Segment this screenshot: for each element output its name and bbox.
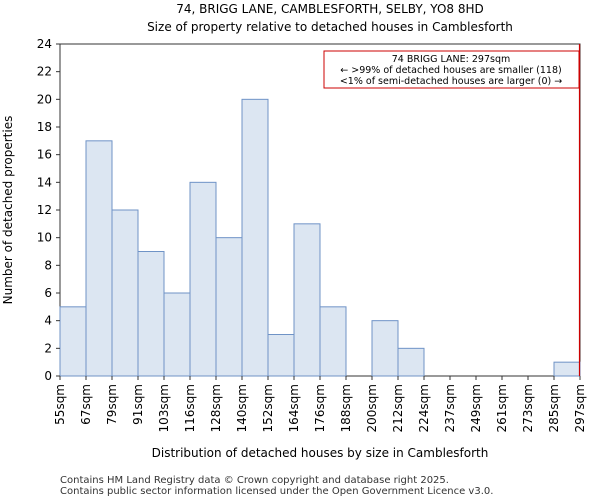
x-tick-label: 128sqm (209, 384, 223, 432)
bar-1 (85, 140, 113, 377)
bar-2 (111, 209, 139, 377)
x-tick-label: 224sqm (417, 384, 431, 432)
x-tick-label: 55sqm (53, 384, 67, 425)
y-tick-label: 24 (37, 37, 52, 51)
annotation-border (323, 50, 580, 89)
x-tick-label: 261sqm (495, 384, 509, 432)
y-tick-label: 0 (44, 369, 52, 383)
y-tick-label: 12 (37, 203, 52, 217)
y-tick-label: 20 (37, 92, 52, 106)
bar-0 (59, 306, 87, 377)
y-tick-label: 22 (37, 65, 52, 79)
x-tick-label: 237sqm (443, 384, 457, 432)
y-tick-label: 6 (44, 286, 52, 300)
x-tick-label: 152sqm (261, 384, 275, 432)
y-axis-label: Number of detached properties (1, 116, 15, 305)
annotation-line-1: 74 BRIGG LANE: 297sqm (392, 54, 510, 65)
bar-13 (397, 347, 425, 377)
x-tick-label: 67sqm (79, 384, 93, 425)
x-tick-label: 79sqm (105, 384, 119, 425)
y-tick-label: 4 (44, 314, 52, 328)
annotation-line-2: ← >99% of detached houses are smaller (1… (340, 65, 561, 76)
x-tick-label: 297sqm (573, 384, 587, 432)
x-tick-label: 212sqm (391, 384, 405, 432)
y-tick-label: 2 (44, 341, 52, 355)
y-tick-label: 10 (37, 231, 52, 245)
footer-line-1: Contains HM Land Registry data © Crown c… (60, 475, 449, 486)
chart-subtitle: Size of property relative to detached ho… (147, 20, 513, 34)
footer-line-2: Contains public sector information licen… (60, 486, 493, 497)
bar-6 (215, 237, 243, 377)
x-axis: 55sqm 67sqm 79sqm 91sqm 103sqm 116sqm 128sqm 14… (53, 376, 587, 432)
bar-5 (189, 181, 217, 377)
x-tick-label: 249sqm (469, 384, 483, 432)
bar-9 (293, 223, 321, 377)
annotation-line-3: <1% of semi-detached houses are larger (… (340, 76, 562, 87)
bar-7 (241, 98, 269, 377)
bar-8 (267, 334, 295, 377)
bar-10 (319, 306, 347, 377)
x-tick-label: 91sqm (131, 384, 145, 425)
bar-19 (553, 361, 581, 377)
chart-title: 74, BRIGG LANE, CAMBLESFORTH, SELBY, YO8… (176, 2, 484, 16)
x-tick-label: 103sqm (157, 384, 171, 432)
annotation-box: 74 BRIGG LANE: 297sqm ← >99% of detached… (323, 50, 580, 89)
y-tick-label: 16 (37, 148, 52, 162)
y-tick-label: 18 (37, 120, 52, 134)
x-tick-label: 164sqm (287, 384, 301, 432)
x-tick-label: 188sqm (339, 384, 353, 432)
x-tick-label: 273sqm (521, 384, 535, 432)
x-tick-label: 285sqm (547, 384, 561, 432)
bar-3 (137, 251, 165, 377)
bars-group (59, 98, 581, 377)
y-tick-label: 8 (44, 258, 52, 272)
x-axis-label: Distribution of detached houses by size … (152, 446, 489, 460)
x-tick-label: 176sqm (313, 384, 327, 432)
bar-12 (371, 320, 399, 377)
x-tick-label: 200sqm (365, 384, 379, 432)
x-tick-label: 116sqm (183, 384, 197, 432)
y-tick-label: 14 (37, 175, 52, 189)
bar-4 (163, 292, 191, 377)
x-tick-label: 140sqm (235, 384, 249, 432)
